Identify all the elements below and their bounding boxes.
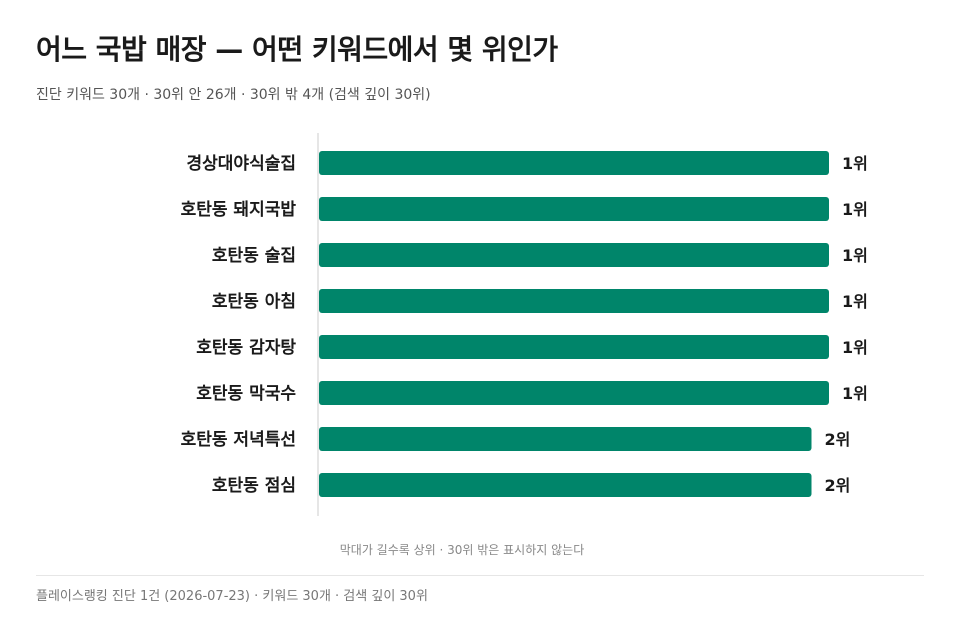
footer-text: 플레이스랭킹 진단 1건 (2026-07-23) · 키워드 30개 · 검색… <box>36 589 428 604</box>
value-label: 1위 <box>842 292 868 311</box>
category-label: 호탄동 감자탕 <box>196 338 296 358</box>
bar <box>319 289 829 313</box>
category-label: 호탄동 점심 <box>212 476 296 496</box>
category-label: 호탄동 저녁특선 <box>181 430 296 450</box>
value-label: 1위 <box>842 154 868 173</box>
bar <box>319 243 829 267</box>
value-label: 1위 <box>842 246 868 265</box>
chart-title: 어느 국밥 매장 — 어떤 키워드에서 몇 위인가 <box>36 33 558 66</box>
category-label: 호탄동 술집 <box>212 246 296 266</box>
bar <box>319 151 829 175</box>
chart-subtitle: 진단 키워드 30개 · 30위 안 26개 · 30위 밖 4개 (검색 깊이… <box>36 87 431 103</box>
category-label: 경상대야식술집 <box>187 154 296 174</box>
bar <box>319 335 829 359</box>
bar <box>319 473 812 497</box>
value-label: 1위 <box>842 384 868 403</box>
bar <box>319 197 829 221</box>
category-label: 호탄동 돼지국밥 <box>181 200 297 220</box>
bar <box>319 381 829 405</box>
value-label: 2위 <box>825 476 851 495</box>
category-label: 호탄동 막국수 <box>196 384 296 404</box>
bar <box>319 427 812 451</box>
value-label: 2위 <box>825 430 851 449</box>
value-label: 1위 <box>842 200 868 219</box>
chart-note: 막대가 길수록 상위 · 30위 밖은 표시하지 않는다 <box>339 543 585 557</box>
footer-divider <box>36 575 924 576</box>
value-label: 1위 <box>842 338 868 357</box>
category-label: 호탄동 아침 <box>212 291 296 312</box>
